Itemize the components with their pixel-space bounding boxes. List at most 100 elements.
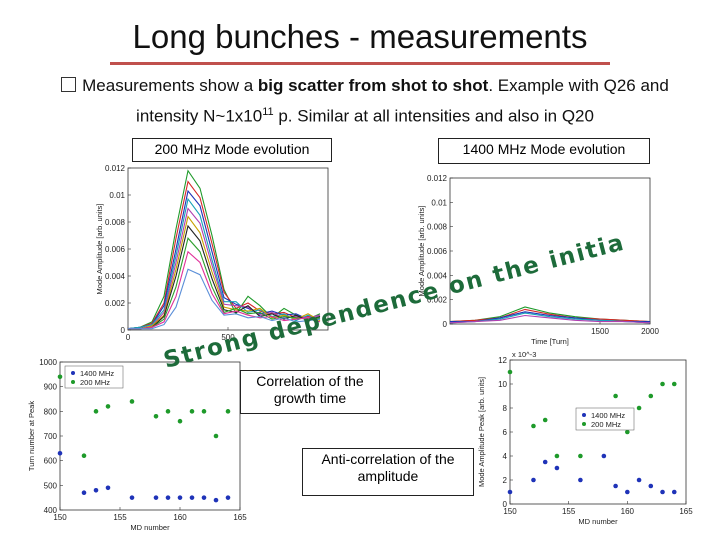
data-point-200mhz — [177, 418, 183, 424]
chart-200mhz: 0 0.002 0.004 0.006 0.008 0.01 0.012 0 500 Mode A… — [90, 158, 338, 350]
x-tick-label: 165 — [233, 513, 247, 522]
chart-peak-turn: 400 500 600 700 800 900 1000 150 155 160 165 Turn n… — [18, 352, 248, 538]
y-tick-label: 6 — [503, 428, 508, 437]
data-point-200mhz — [57, 374, 63, 380]
x-tick-label: 150 — [503, 507, 517, 516]
data-point-1400mhz — [636, 477, 642, 483]
data-point-1400mhz — [531, 477, 536, 483]
data-point-1400mhz — [225, 495, 231, 500]
y-tick-label: 0.008 — [427, 223, 448, 232]
data-point-200mhz — [507, 369, 513, 375]
y-tick-label: 0.006 — [105, 245, 126, 254]
y-tick-label: 600 — [44, 457, 58, 466]
y-tick-label: 8 — [503, 404, 508, 413]
title-underline — [110, 62, 610, 65]
data-point-1400mhz — [129, 495, 135, 500]
data-point-200mhz — [578, 453, 583, 459]
data-point-200mhz — [554, 453, 560, 459]
data-point-1400mhz — [601, 453, 607, 459]
series-line-2 — [449, 308, 651, 323]
data-point-1400mhz — [105, 485, 111, 491]
data-point-200mhz — [189, 409, 195, 414]
x-axis-label: MD number — [130, 523, 170, 532]
series-line-3 — [127, 189, 321, 330]
y-tick-label: 2 — [503, 476, 508, 485]
plot-frame — [509, 359, 687, 505]
y-tick-label: 0.01 — [109, 191, 125, 200]
chart-1400mhz: 0 0.002 0.004 0.006 0.008 0.01 0.012 1500 2000 Mo… — [408, 158, 668, 370]
legend-box — [64, 365, 124, 389]
slanted-text: Strong dependence on the initial distrib… — [160, 228, 628, 374]
series-line-9 — [128, 250, 321, 330]
data-point-200mhz — [613, 393, 618, 399]
y-tick-label: 0.008 — [105, 218, 126, 227]
y-tick-label: 4 — [503, 452, 508, 461]
y-tick-label: 0.002 — [105, 299, 126, 308]
data-point-200mhz — [636, 405, 642, 411]
data-point-200mhz — [129, 399, 135, 404]
data-point-200mhz — [165, 409, 171, 414]
data-point-1400mhz — [671, 489, 677, 495]
x-tick-label: 2000 — [641, 327, 659, 336]
x-tick-label: 165 — [679, 507, 693, 516]
data-point-200mhz — [648, 393, 654, 399]
data-point-1400mhz — [613, 483, 618, 489]
label-200mhz-mode: 200 MHz Mode evolution — [132, 138, 332, 162]
x-tick-label: 0 — [126, 333, 131, 342]
data-point-1400mhz — [201, 495, 207, 500]
y-tick-label: 800 — [44, 407, 58, 416]
data-point-200mhz — [542, 417, 548, 423]
x-axis-label: Time [Turn] — [531, 337, 569, 346]
data-point-1400mhz — [57, 450, 63, 456]
y-axis-label: Mode Amplitude [arb. units] — [95, 204, 104, 295]
data-point-200mhz — [531, 423, 536, 429]
data-point-200mhz — [660, 381, 665, 387]
y-tick-label: 0 — [443, 320, 448, 329]
y-tick-label: 0.012 — [427, 174, 448, 183]
chart-200mhz-svg: 0 0.002 0.004 0.006 0.008 0.01 0.012 0 500 Mode A… — [95, 164, 329, 342]
data-point-1400mhz — [165, 495, 171, 500]
slide-title: Long bunches - measurements — [132, 18, 588, 55]
y-axis-label: Mode Amplitude [arb. units] — [417, 206, 426, 297]
x-tick-label: 160 — [173, 513, 187, 522]
data-point-1400mhz — [153, 495, 159, 500]
chart-peak-amplitude: 0 2 4 6 8 10 12 150 155 160 165 Mode Amplitude Peak… — [478, 346, 696, 538]
series-line-7 — [128, 224, 321, 330]
series-line-8 — [128, 237, 321, 330]
legend-marker — [71, 380, 75, 384]
y-tick-label: 0.01 — [431, 198, 447, 207]
data-point-200mhz — [153, 413, 159, 419]
x-tick-label: 500 — [221, 333, 235, 342]
slanted-text-path: Strong dependence on the initial distrib… — [160, 228, 626, 374]
y-tick-label: 700 — [44, 432, 58, 441]
label-correlation: Correlation of the growth time — [240, 370, 380, 414]
x-tick-label: 1500 — [591, 327, 609, 336]
data-point-1400mhz — [578, 477, 583, 483]
data-point-1400mhz — [177, 495, 183, 500]
bullet-pre: Measurements show a — [82, 76, 258, 95]
label-anticorrelation: Anti-correlation of the amplitude — [302, 448, 474, 496]
data-point-200mhz — [213, 433, 219, 439]
y-tick-label: 0.004 — [427, 271, 448, 280]
y-tick-label: 0.012 — [105, 164, 126, 173]
data-point-200mhz — [625, 429, 630, 435]
data-point-1400mhz — [648, 483, 654, 489]
label-1400mhz-mode: 1400 MHz Mode evolution — [438, 138, 650, 164]
data-point-1400mhz — [507, 489, 513, 495]
y-tick-label: 1000 — [39, 358, 57, 367]
data-point-1400mhz — [554, 465, 560, 471]
data-point-1400mhz — [660, 489, 665, 495]
y-tick-label: 900 — [44, 383, 58, 392]
x-tick-label: 150 — [53, 513, 67, 522]
y-tick-label: 0.002 — [427, 296, 448, 305]
x-tick-label: 155 — [113, 513, 127, 522]
data-point-200mhz — [93, 409, 99, 414]
data-point-1400mhz — [93, 487, 99, 493]
series-line-1 — [127, 169, 321, 330]
bullet-text: Measurements show a big scatter from sho… — [30, 72, 700, 130]
data-point-1400mhz — [213, 497, 219, 503]
y-tick-label: 10 — [498, 380, 507, 389]
legend-marker — [582, 413, 586, 417]
legend-label: 200 MHz — [80, 378, 110, 387]
legend-label: 1400 MHz — [80, 369, 114, 378]
